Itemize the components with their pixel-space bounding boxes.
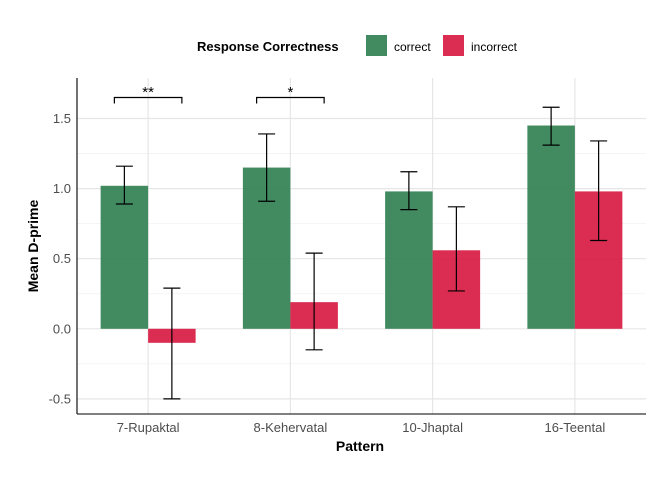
legend-swatch bbox=[366, 35, 387, 56]
error-bar-correct-2 bbox=[258, 133, 276, 202]
legend-item-correct: correct bbox=[366, 35, 431, 56]
x-axis-title: Pattern bbox=[336, 438, 384, 454]
legend-item-incorrect: incorrect bbox=[443, 35, 518, 56]
x-tick-label: 16-Teental bbox=[545, 420, 606, 435]
y-tick-label: 0.5 bbox=[53, 251, 71, 266]
error-bar-incorrect-2 bbox=[305, 252, 323, 351]
error-bar-correct-1 bbox=[115, 165, 133, 205]
bar-correct-4 bbox=[527, 125, 575, 329]
error-bar-correct-3 bbox=[400, 171, 418, 211]
bar-correct-1 bbox=[100, 185, 149, 329]
legend-label: incorrect bbox=[471, 40, 518, 54]
significance-label: * bbox=[287, 84, 293, 101]
legend-swatch bbox=[443, 35, 464, 56]
significance-bracket bbox=[113, 96, 183, 104]
y-tick-labels: -0.5 0.0 0.5 1.0 1.5 bbox=[49, 111, 71, 406]
y-tick-label: 1.0 bbox=[53, 181, 71, 196]
error-bar-incorrect-1 bbox=[163, 287, 181, 400]
x-tick-label: 7-Rupaktal bbox=[117, 420, 180, 435]
y-axis-title: Mean D-prime bbox=[25, 200, 41, 293]
error-bar-correct-4 bbox=[542, 106, 560, 146]
error-bars bbox=[115, 106, 608, 400]
y-tick-label: 1.5 bbox=[53, 111, 71, 126]
x-tick-labels: 7-Rupaktal 8-Kehervatal 10-Jhaptal 16-Teent… bbox=[117, 420, 606, 435]
legend-title: Response Correctness bbox=[197, 39, 339, 54]
bar-correct-3 bbox=[385, 191, 433, 329]
significance-annotations: ** * bbox=[113, 84, 325, 104]
significance-label: ** bbox=[142, 84, 154, 101]
y-tick-label: -0.5 bbox=[49, 391, 71, 406]
significance-bracket bbox=[256, 96, 325, 104]
y-tick-label: 0.0 bbox=[53, 321, 71, 336]
error-bar-incorrect-4 bbox=[590, 140, 608, 242]
legend: Response Correctness correct incorrect bbox=[197, 35, 518, 56]
legend-label: correct bbox=[394, 40, 431, 54]
bars bbox=[100, 125, 623, 343]
error-bar-incorrect-3 bbox=[447, 206, 465, 292]
axes bbox=[76, 78, 646, 415]
x-tick-label: 8-Kehervatal bbox=[254, 420, 328, 435]
x-tick-label: 10-Jhaptal bbox=[402, 420, 463, 435]
